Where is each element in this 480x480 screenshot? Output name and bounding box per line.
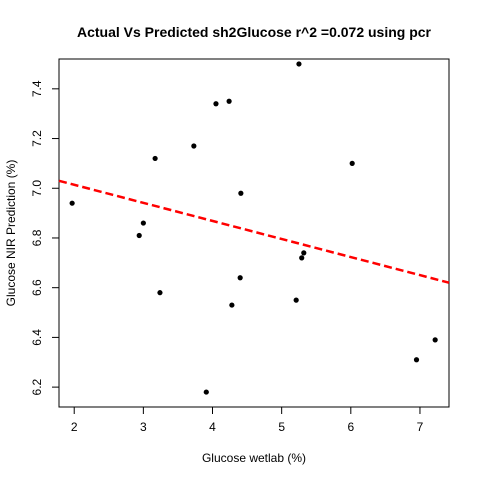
data-point (432, 337, 438, 343)
data-point (413, 357, 420, 363)
fit-line-group (58, 179, 450, 284)
data-point (157, 290, 163, 296)
regression-line (58, 179, 450, 284)
data-point (349, 160, 355, 166)
y-tick-label: 7.4 (30, 80, 44, 97)
data-point (293, 297, 299, 303)
data-point (299, 255, 305, 261)
data-point (69, 200, 75, 206)
x-tick-label: 6 (347, 420, 354, 434)
y-tick-label: 6.2 (30, 378, 44, 395)
data-point (136, 232, 142, 239)
x-axis: 2 3 4 5 6 7 (71, 407, 424, 434)
y-tick-label: 6.6 (30, 279, 44, 296)
data-point (203, 389, 209, 395)
y-tick-label: 7.2 (30, 130, 44, 147)
data-point (238, 190, 244, 196)
x-tick-label: 4 (209, 420, 216, 434)
x-tick-label: 7 (417, 420, 424, 434)
data-point (226, 98, 232, 104)
data-points (69, 61, 438, 395)
data-point (296, 61, 302, 67)
data-point (229, 302, 235, 308)
chart-title: Actual Vs Predicted sh2Glucose r^2 =0.07… (77, 24, 432, 40)
x-tick-label: 2 (71, 420, 78, 434)
data-point (152, 155, 158, 162)
data-point (191, 143, 197, 149)
y-tick-label: 6.8 (30, 229, 44, 246)
y-axis: 6.2 6.4 6.6 6.8 7.0 7.2 7.4 (30, 80, 59, 395)
data-point (140, 220, 146, 226)
x-tick-label: 3 (140, 420, 147, 434)
y-axis-label: Glucose NIR Prediction (%) (4, 160, 18, 307)
data-point (213, 101, 219, 107)
data-point (301, 250, 307, 256)
x-axis-label: Glucose wetlab (%) (202, 451, 306, 465)
y-tick-label: 7.0 (30, 180, 44, 197)
x-tick-label: 5 (278, 420, 285, 434)
y-tick-label: 6.4 (30, 329, 44, 346)
data-point (237, 275, 243, 281)
plot-area-frame (58, 58, 450, 408)
